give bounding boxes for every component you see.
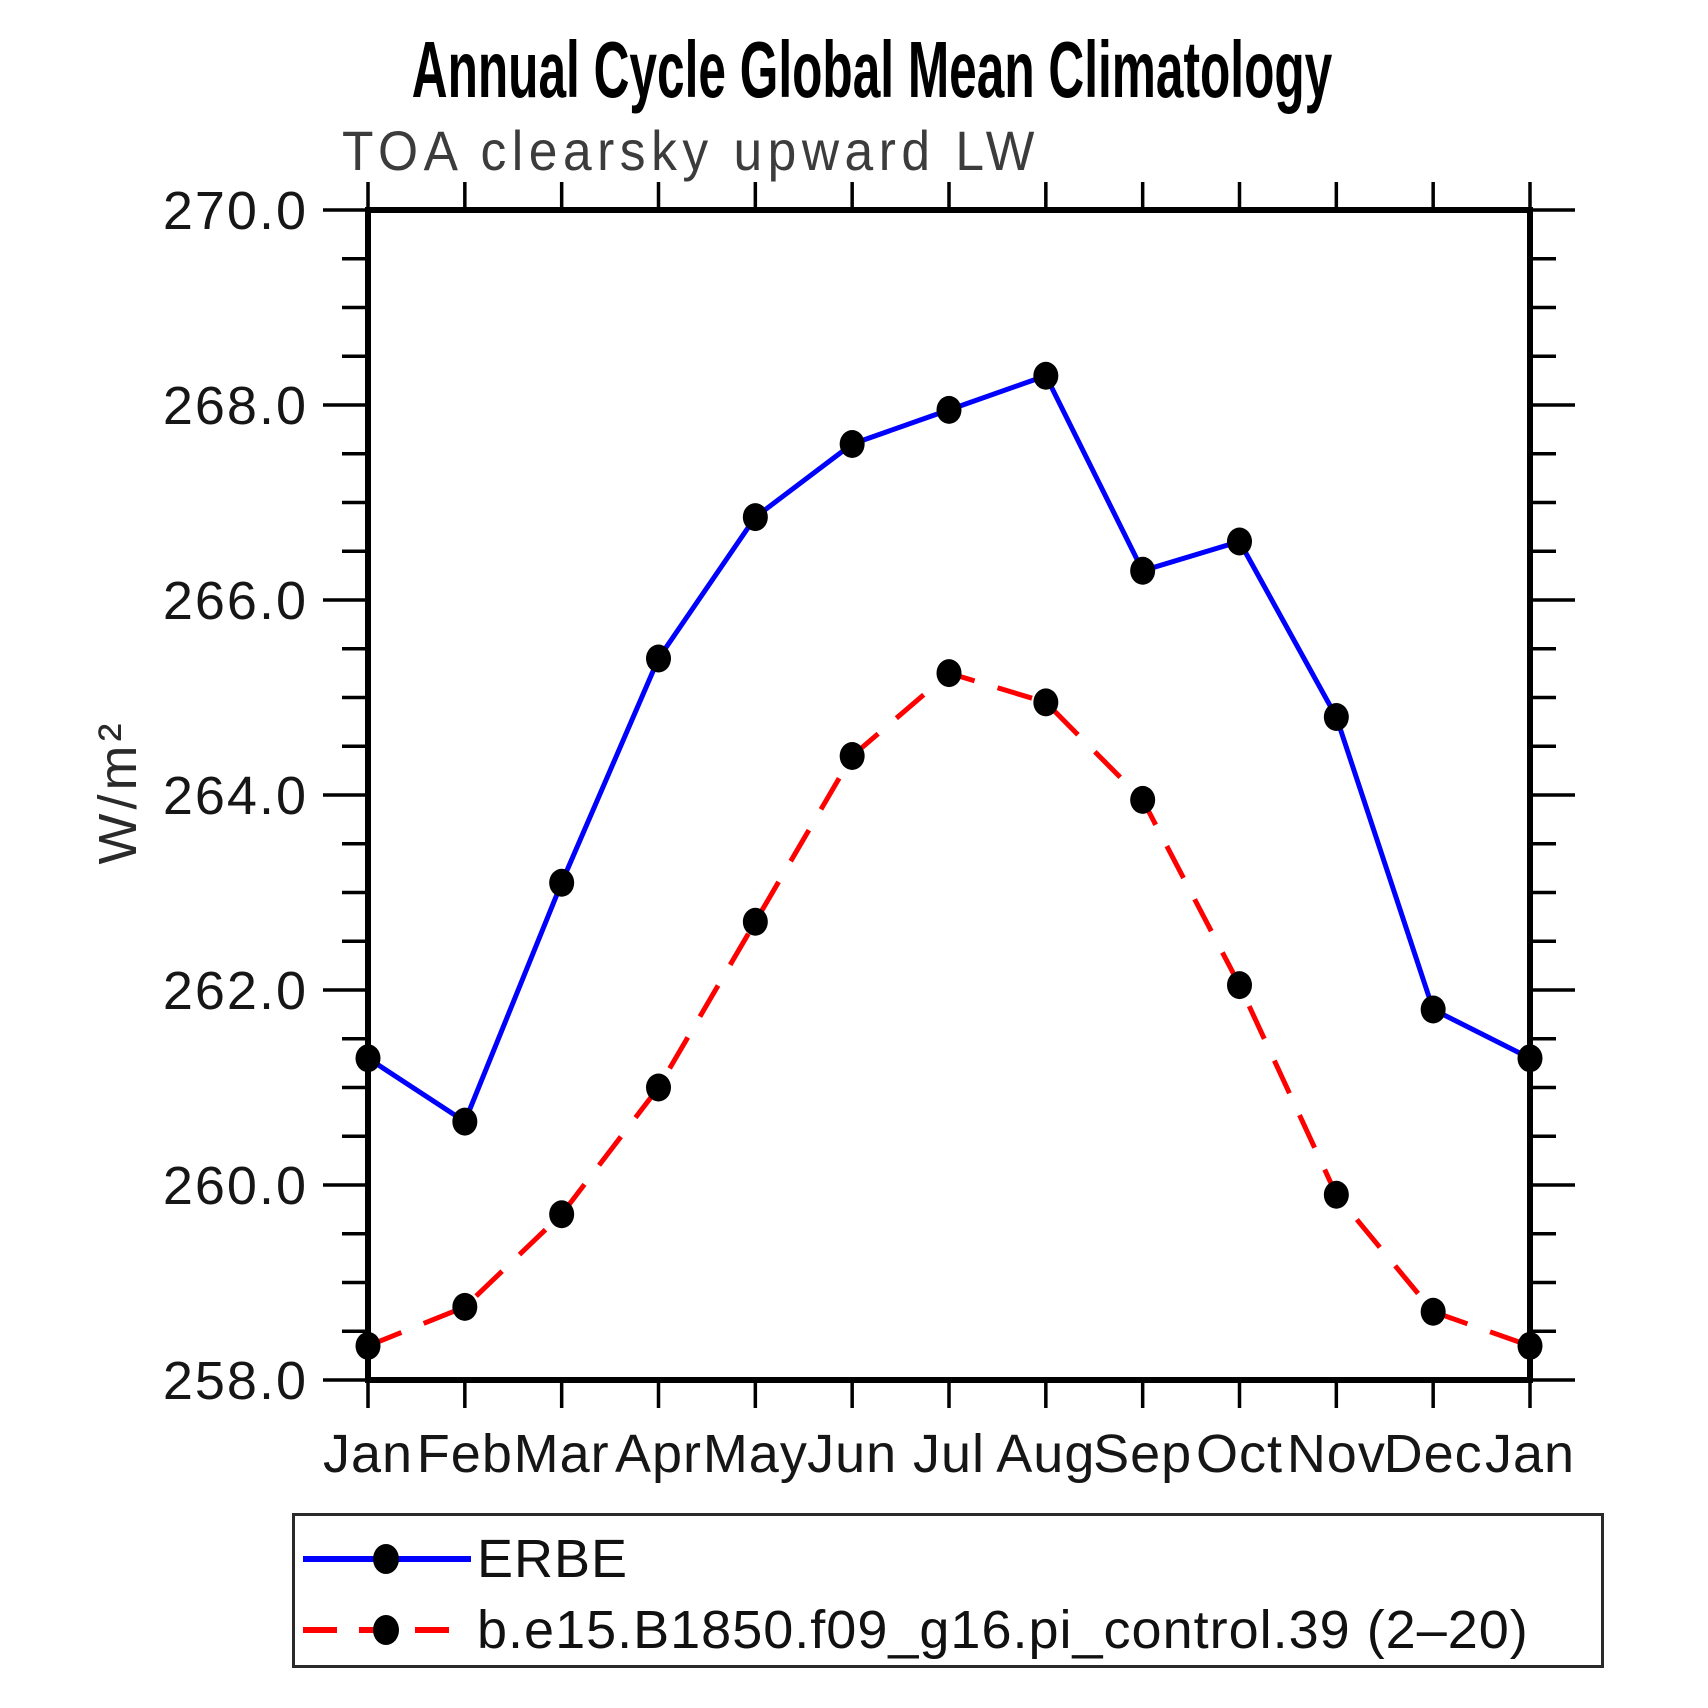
data-point-marker: [742, 907, 768, 936]
legend-label-erbe: ERBE: [477, 1529, 629, 1589]
legend-item-erbe: ERBE: [303, 1524, 628, 1594]
data-point-marker: [1420, 995, 1446, 1024]
y-tick-label: 270.0: [163, 181, 308, 241]
y-tick-label: 262.0: [163, 961, 308, 1021]
plot-frame: [365, 207, 1533, 1383]
erbe-markers: [355, 361, 1543, 1136]
data-point-marker: [1130, 785, 1156, 814]
data-point-marker: [1517, 1044, 1543, 1073]
y-axis-ticks: [323, 208, 1575, 1382]
data-point-marker: [355, 1044, 381, 1073]
data-point-marker: [742, 503, 768, 532]
data-point-marker: [549, 1200, 575, 1229]
x-tick-label: Jun: [807, 1424, 897, 1484]
legend-box: ERBE b.e15.B1850.f09_g16.pi_control.39 (…: [292, 1513, 1604, 1668]
chart-title: Annual Cycle Global Mean Climatology: [411, 25, 1333, 114]
data-point-marker: [839, 742, 865, 770]
data-point-marker: [549, 868, 575, 897]
data-point-marker: [1323, 1180, 1349, 1209]
erbe-line: [366, 372, 1532, 1126]
data-point-marker: [355, 1331, 381, 1360]
x-tick-label: Nov: [1287, 1424, 1386, 1484]
legend-sample-model: [303, 1614, 471, 1646]
x-tick-label: May: [703, 1424, 808, 1484]
data-point-marker: [1517, 1331, 1543, 1360]
x-tick-label: Apr: [615, 1424, 702, 1484]
data-point-marker: [936, 659, 962, 688]
data-point-marker: [1420, 1297, 1446, 1326]
legend-label-model: b.e15.B1850.f09_g16.pi_control.39 (2–20): [477, 1600, 1529, 1660]
data-point-marker: [1323, 703, 1349, 731]
x-tick-label: Mar: [514, 1424, 610, 1484]
y-tick-labels: 270.0 268.0 266.0 264.0 262.0 260.0 258.0: [163, 181, 308, 1411]
y-tick-label: 266.0: [163, 571, 308, 631]
y-tick-label: 260.0: [163, 1156, 308, 1216]
data-point-marker: [1130, 556, 1156, 585]
data-point-marker: [452, 1292, 478, 1321]
data-point-marker: [1033, 361, 1059, 390]
x-tick-label: Oct: [1196, 1424, 1283, 1484]
x-tick-label: Jan: [323, 1424, 413, 1484]
x-tick-label: Feb: [417, 1424, 513, 1484]
x-tick-label: Aug: [996, 1424, 1095, 1484]
x-axis-ticks: [366, 182, 1532, 1408]
data-point-marker: [936, 395, 962, 424]
legend-marker-dot: [373, 1544, 399, 1574]
x-tick-label: Sep: [1093, 1424, 1192, 1484]
y-tick-label: 268.0: [163, 376, 308, 436]
data-point-marker: [646, 1073, 671, 1102]
data-point-marker: [839, 430, 865, 458]
legend-sample-erbe: [303, 1543, 471, 1575]
data-point-marker: [1227, 527, 1252, 556]
data-point-marker: [646, 644, 671, 673]
chart-subtitle: TOA clearsky upward LW: [342, 119, 1040, 182]
data-point-marker: [1227, 971, 1252, 1000]
x-tick-label: Jul: [913, 1424, 985, 1484]
y-tick-label: 264.0: [163, 766, 308, 826]
data-point-marker: [1033, 688, 1059, 717]
y-tick-label: 258.0: [163, 1351, 308, 1411]
data-point-marker: [452, 1107, 478, 1136]
model-markers: [355, 659, 1543, 1360]
legend-item-model: b.e15.B1850.f09_g16.pi_control.39 (2–20): [303, 1595, 1529, 1665]
x-tick-label: Dec: [1384, 1424, 1483, 1484]
legend-marker-dot: [373, 1615, 399, 1645]
x-tick-label: Jan: [1485, 1424, 1575, 1484]
